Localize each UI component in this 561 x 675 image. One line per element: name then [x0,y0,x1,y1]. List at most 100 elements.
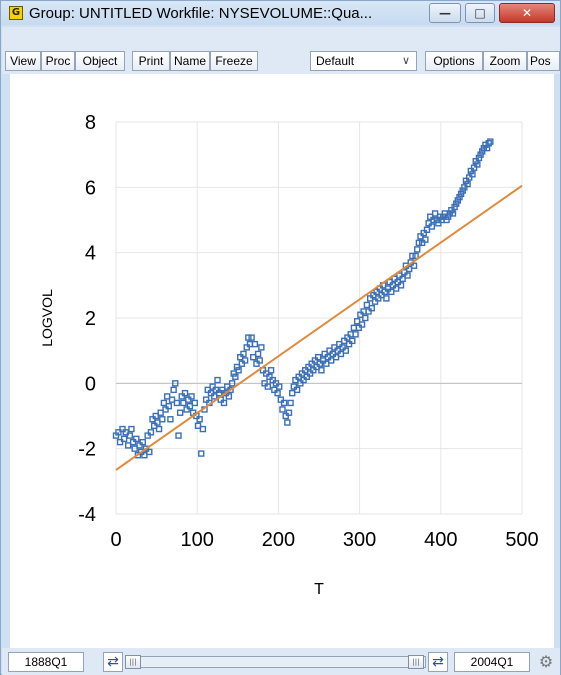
data-point [238,360,246,367]
proc-button[interactable]: Proc [41,51,75,71]
minimize-button[interactable]: — [429,3,461,23]
data-point [290,383,298,390]
data-point [279,406,286,413]
data-point [397,282,405,289]
data-point [329,350,337,358]
tick-labels: 0 100 200 300 400 500 8 6 4 2 0 -2 -4 [78,112,538,551]
data-point [295,373,302,380]
data-point [230,370,237,377]
y-tick-label: 0 [85,373,96,395]
swap-arrows-left-icon[interactable]: ⇄ [103,652,123,672]
data-point [191,399,198,407]
data-point [129,438,137,446]
data-point [308,360,315,367]
data-point [292,376,299,384]
position-button[interactable]: Pos [527,51,560,71]
data-point [178,393,185,400]
data-point [362,314,369,322]
data-point [336,340,343,348]
close-icon: ✕ [521,6,533,20]
graph-template-select[interactable]: Default ∨ [310,51,417,71]
data-point [318,367,325,374]
data-point [150,422,158,429]
data-point [287,399,294,407]
data-point [340,337,348,345]
data-point [485,140,492,147]
data-point [207,389,215,397]
data-point [266,373,273,380]
data-point [235,367,242,374]
data-point [142,445,150,452]
y-tick-label: 2 [85,308,96,330]
sample-start-field[interactable]: 1888Q1 [8,652,84,672]
swap-arrows-right-icon[interactable]: ⇄ [428,652,448,672]
freeze-button[interactable]: Freeze [210,51,258,71]
data-point [466,174,473,181]
sample-scrollbar-track[interactable] [132,656,426,668]
data-point [321,350,328,358]
sample-end-field[interactable]: 2004Q1 [454,652,530,672]
print-button[interactable]: Print [132,51,170,71]
y-tick-label: 6 [85,177,96,199]
y-axis-label: LOGVOL [39,289,55,347]
options-button[interactable]: Options [425,51,483,71]
data-point [250,354,257,361]
sample-scroll-thumb-start[interactable]: ||| [125,655,141,669]
data-point [352,331,359,338]
graph-area[interactable]: 0 100 200 300 400 500 8 6 4 2 0 -2 -4 T LOGVOL [10,74,554,648]
data-point [251,340,259,348]
data-point [462,177,470,185]
data-point [188,393,195,400]
data-point [345,340,353,348]
data-point [474,161,481,168]
data-point [227,386,234,394]
maximize-icon: □ [474,6,486,20]
data-point [396,272,403,279]
data-point [391,275,398,283]
data-point [430,216,437,224]
data-point [378,291,385,299]
grid-lines [115,121,523,515]
name-button[interactable]: Name [170,51,210,71]
x-tick-label: 500 [505,529,538,551]
data-point [186,403,194,410]
data-point [305,363,312,371]
data-point [370,291,377,299]
data-point [204,386,211,394]
title-bar[interactable]: G Group: UNTITLED Workfile: NYSEVOLUME::… [1,1,560,25]
data-point [282,412,289,420]
status-bar: 1888Q1 ⇄ ||| ||| ⇄ 2004Q1 ⚙ [2,648,560,675]
data-point [394,278,401,286]
zoom-button[interactable]: Zoom [483,51,527,71]
data-point [415,239,423,247]
data-point [243,344,250,351]
data-point [219,386,226,394]
data-point [423,226,431,234]
data-point [324,354,332,361]
data-point [144,432,151,439]
data-point [196,416,203,423]
y-tick-label: -4 [78,504,96,526]
data-point [194,422,202,429]
data-point [248,334,255,341]
maximize-button[interactable]: □ [465,3,495,23]
gear-icon[interactable]: ⚙ [538,652,554,671]
sample-scroll-thumb-end[interactable]: ||| [408,655,424,669]
data-point [133,435,140,443]
object-button[interactable]: Object [75,51,125,71]
data-point [267,367,275,374]
data-point [297,380,304,387]
data-point [381,288,388,296]
data-point [300,376,307,384]
data-point [467,167,475,175]
data-point [228,380,236,387]
x-tick-label: 300 [343,529,376,551]
data-point [457,190,465,198]
view-button[interactable]: View [5,51,41,71]
x-axis-label: T [314,581,324,598]
data-point [120,435,128,443]
close-button[interactable]: ✕ [499,3,555,23]
data-point [256,357,263,364]
data-point [149,416,156,423]
